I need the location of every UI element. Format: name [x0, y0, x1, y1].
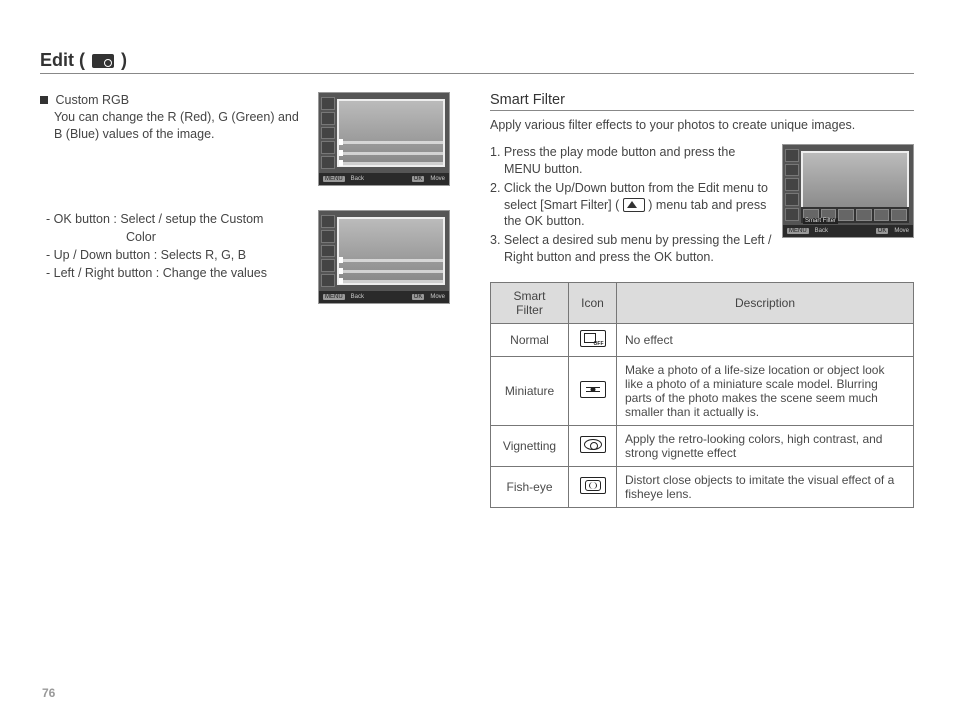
thumb-footer: MENU Back OK Move — [319, 173, 449, 185]
filter-icon-cell — [569, 357, 617, 426]
thumb-sidebar — [321, 215, 335, 287]
smart-filter-thumbnail: Smart Filter MENU Back OK Move — [782, 144, 914, 238]
ok-line-2: Color — [46, 228, 306, 246]
filter-name: Fish-eye — [491, 467, 569, 508]
menu-tag: MENU — [787, 228, 809, 234]
menu-tag: MENU — [323, 294, 345, 300]
slider-b — [339, 280, 443, 283]
th-filter: Smart Filter — [491, 283, 569, 324]
move-label: Move — [430, 176, 445, 182]
right-column: Smart Filter Apply various filter effect… — [490, 92, 914, 508]
filter-strip: Smart Filter — [801, 207, 909, 223]
th-icon: Icon — [569, 283, 617, 324]
manual-page: Edit ( ) Custom RGB You can change the R… — [0, 0, 954, 720]
fisheye-filter-icon — [580, 477, 606, 494]
filter-desc: Apply the retro-looking colors, high con… — [617, 426, 914, 467]
slider-g — [339, 270, 443, 273]
button-guide-row: - OK button : Select / setup the Custom … — [40, 210, 450, 304]
miniature-filter-icon — [580, 381, 606, 398]
table-header-row: Smart Filter Icon Description — [491, 283, 914, 324]
back-label: Back — [351, 294, 364, 300]
page-title: Edit ( ) — [40, 50, 127, 71]
filter-icon-cell — [569, 324, 617, 357]
filter-desc: Distort close objects to imitate the vis… — [617, 467, 914, 508]
custom-rgb-heading: Custom RGB — [55, 93, 129, 107]
th-desc: Description — [617, 283, 914, 324]
ok-tag: OK — [412, 176, 425, 182]
move-label: Move — [894, 228, 909, 234]
smart-filter-table: Smart Filter Icon Description Normal No … — [490, 282, 914, 508]
rgb-thumbnail-2: MENU Back OK Move — [318, 210, 450, 304]
rgb-sliders — [339, 259, 443, 283]
edit-mode-icon — [92, 54, 114, 68]
custom-rgb-body: You can change the R (Red), G (Green) an… — [40, 109, 306, 143]
custom-rgb-text: Custom RGB You can change the R (Red), G… — [40, 92, 306, 186]
title-suffix: ) — [121, 50, 127, 70]
back-label: Back — [351, 176, 364, 182]
move-label: Move — [430, 294, 445, 300]
steps-wrap: 1. Press the play mode button and press … — [490, 144, 914, 268]
normal-filter-icon — [580, 330, 606, 347]
square-bullet-icon — [40, 96, 48, 104]
ok-line: - OK button : Select / setup the Custom — [46, 210, 306, 228]
filter-name: Vignetting — [491, 426, 569, 467]
button-guide: - OK button : Select / setup the Custom … — [40, 210, 306, 304]
filter-desc: No effect — [617, 324, 914, 357]
slider-g — [339, 152, 443, 155]
page-title-row: Edit ( ) — [40, 50, 914, 74]
filter-desc: Make a photo of a life-size location or … — [617, 357, 914, 426]
thumb-sidebar — [785, 149, 799, 221]
smart-filter-intro: Apply various filter effects to your pho… — [490, 117, 914, 134]
ok-tag: OK — [412, 294, 425, 300]
updown-line: - Up / Down button : Selects R, G, B — [46, 246, 306, 264]
left-column: Custom RGB You can change the R (Red), G… — [40, 92, 450, 508]
table-row: Vignetting Apply the retro-looking color… — [491, 426, 914, 467]
slider-b — [339, 162, 443, 165]
back-label: Back — [815, 228, 828, 234]
smart-filter-menu-icon — [623, 198, 645, 212]
table-row: Normal No effect — [491, 324, 914, 357]
filter-name: Miniature — [491, 357, 569, 426]
table-row: Miniature Make a photo of a life-size lo… — [491, 357, 914, 426]
rgb-sliders — [339, 141, 443, 165]
columns: Custom RGB You can change the R (Red), G… — [40, 92, 914, 508]
page-number: 76 — [42, 686, 55, 700]
vignetting-filter-icon — [580, 436, 606, 453]
ok-tag: OK — [876, 228, 889, 234]
step-1: 1. Press the play mode button and press … — [490, 144, 772, 178]
filter-name: Normal — [491, 324, 569, 357]
menu-tag: MENU — [323, 176, 345, 182]
slider-r — [339, 259, 443, 262]
smart-filter-heading: Smart Filter — [490, 92, 914, 111]
thumb-sidebar — [321, 97, 335, 169]
filter-strip-label: Smart Filter — [803, 218, 838, 224]
filter-icon-cell — [569, 467, 617, 508]
thumb-footer: MENU Back OK Move — [783, 225, 913, 237]
steps-list: 1. Press the play mode button and press … — [490, 144, 772, 268]
rgb-thumbnail-1: MENU Back OK Move — [318, 92, 450, 186]
custom-rgb-block: Custom RGB You can change the R (Red), G… — [40, 92, 450, 186]
thumb-image — [801, 151, 909, 213]
leftright-line: - Left / Right button : Change the value… — [46, 264, 306, 282]
step-2: 2. Click the Up/Down button from the Edi… — [490, 180, 772, 231]
table-row: Fish-eye Distort close objects to imitat… — [491, 467, 914, 508]
step-3: 3. Select a desired sub menu by pressing… — [490, 232, 772, 266]
filter-icon-cell — [569, 426, 617, 467]
thumb-footer: MENU Back OK Move — [319, 291, 449, 303]
title-prefix: Edit ( — [40, 50, 85, 70]
slider-r — [339, 141, 443, 144]
